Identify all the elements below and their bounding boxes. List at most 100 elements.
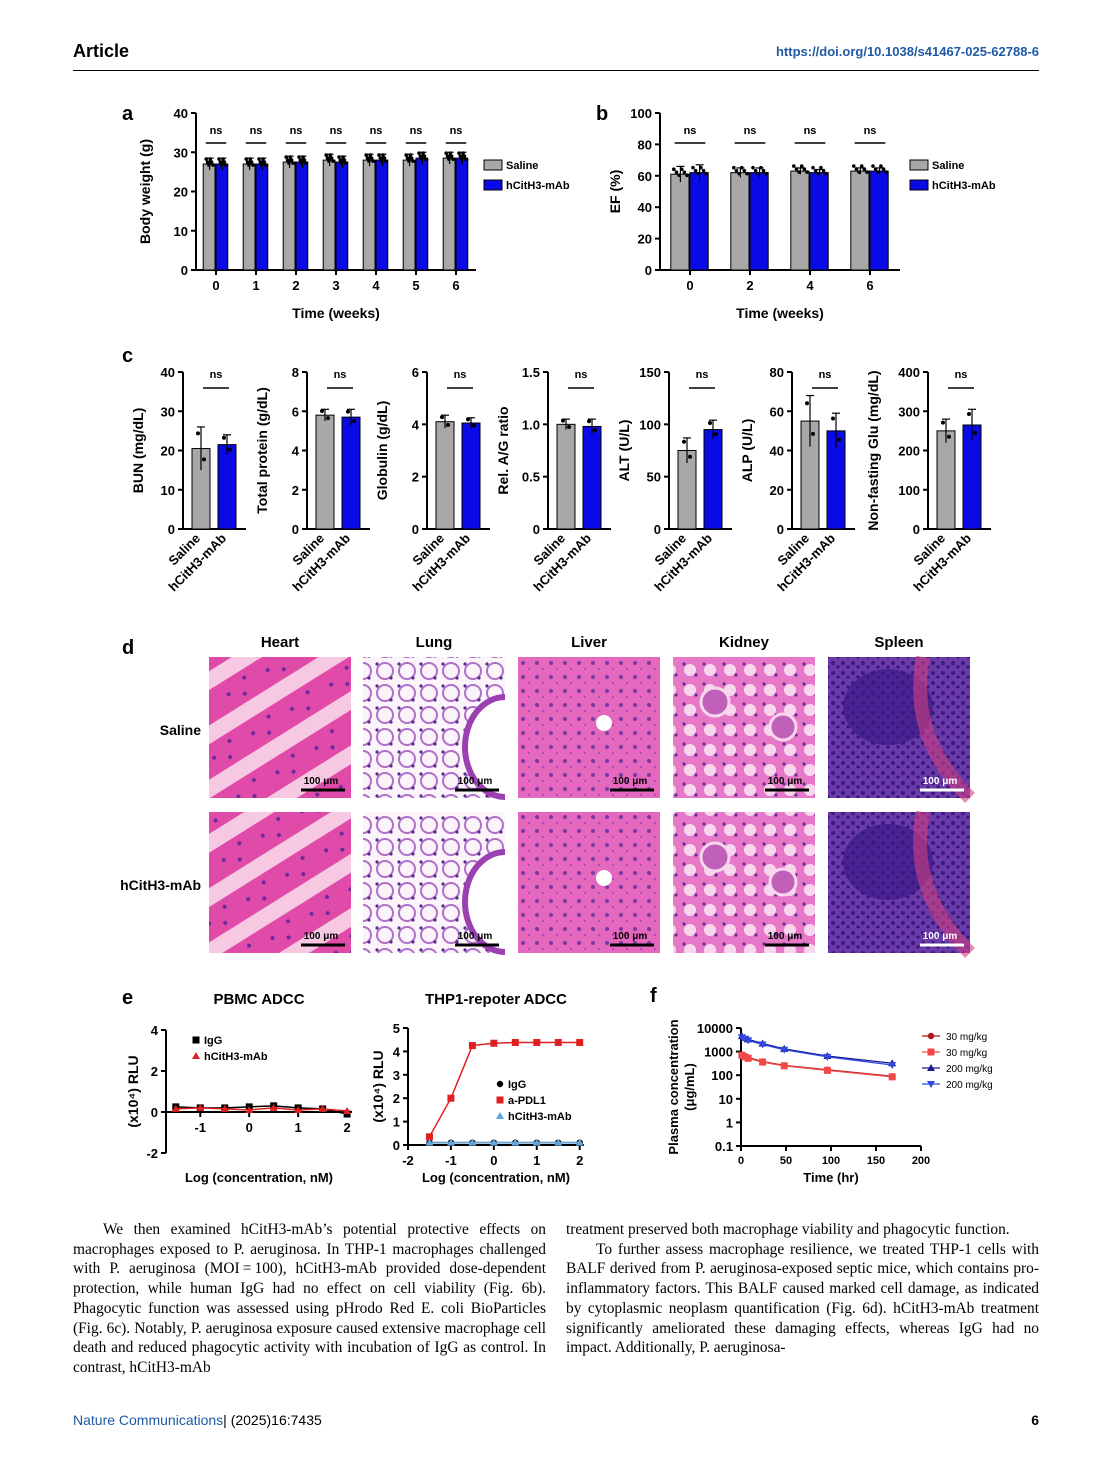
data-point bbox=[369, 156, 374, 160]
legend-label: 30 mg/kg bbox=[946, 1032, 987, 1043]
data-point bbox=[262, 160, 267, 164]
sig-label: ns bbox=[696, 369, 709, 381]
data-point bbox=[888, 1062, 897, 1070]
x-tick-label: 1 bbox=[533, 1153, 540, 1168]
bar bbox=[703, 429, 723, 530]
data-point bbox=[418, 154, 423, 158]
legend-label: 200 mg/kg bbox=[946, 1064, 993, 1075]
data-point bbox=[744, 1037, 753, 1045]
bar bbox=[850, 170, 870, 271]
data-point bbox=[324, 153, 329, 157]
series-line bbox=[428, 1041, 580, 1138]
data-point bbox=[799, 164, 804, 168]
histology-column-label: Lung bbox=[416, 634, 453, 651]
data-point bbox=[973, 430, 977, 435]
y-tick-label: 200 bbox=[898, 444, 920, 459]
data-point bbox=[411, 159, 415, 163]
data-point bbox=[248, 157, 253, 161]
data-point bbox=[859, 164, 864, 168]
bar bbox=[730, 172, 750, 271]
data-point bbox=[802, 167, 807, 171]
scale-bar-label: 100 μm bbox=[768, 776, 803, 787]
bar bbox=[341, 416, 361, 530]
data-point bbox=[208, 157, 213, 161]
sig-label: ns bbox=[250, 125, 263, 137]
sig-label: ns bbox=[330, 125, 343, 137]
data-point bbox=[342, 158, 347, 162]
x-tick-label: -2 bbox=[402, 1153, 414, 1168]
y-tick-label: 10 bbox=[161, 483, 175, 498]
bar bbox=[217, 444, 237, 530]
data-point bbox=[337, 155, 341, 159]
data-point bbox=[446, 422, 450, 427]
data-point bbox=[865, 170, 869, 174]
data-point bbox=[228, 447, 232, 452]
data-point bbox=[679, 167, 684, 172]
x-tick-label: 5 bbox=[412, 278, 419, 293]
data-point bbox=[792, 164, 796, 168]
legend-swatch bbox=[483, 179, 503, 191]
y-axis-label: (x10⁴) RLU bbox=[370, 1050, 386, 1122]
data-point bbox=[211, 163, 215, 167]
section-label: Article bbox=[73, 41, 130, 61]
data-point bbox=[221, 157, 225, 161]
data-point bbox=[511, 1138, 520, 1146]
data-point bbox=[365, 156, 370, 160]
y-tick-label: 100 bbox=[711, 1068, 733, 1083]
data-point bbox=[533, 1039, 541, 1047]
data-point bbox=[284, 155, 289, 159]
data-point bbox=[440, 415, 444, 420]
data-point bbox=[204, 157, 208, 161]
histology-row-label: hCitH3-mAb bbox=[120, 877, 201, 893]
y-tick-label: 6 bbox=[292, 404, 299, 419]
histology-image bbox=[518, 657, 660, 798]
page-header: Article https://doi.org/10.1038/s41467-0… bbox=[73, 40, 1039, 71]
histology-column-label: Liver bbox=[571, 634, 607, 651]
data-point bbox=[881, 167, 886, 171]
bar bbox=[749, 172, 769, 271]
data-point bbox=[291, 161, 295, 165]
scale-bar-label: 100 μm bbox=[613, 776, 648, 787]
data-point bbox=[879, 164, 883, 168]
bar bbox=[295, 161, 309, 271]
histology-feature bbox=[462, 849, 506, 955]
paragraph: To further assess macrophage resilience,… bbox=[566, 1240, 1039, 1357]
data-point bbox=[298, 158, 303, 162]
histology-column-label: Kidney bbox=[719, 634, 770, 651]
bar bbox=[435, 421, 455, 530]
data-point bbox=[576, 1039, 584, 1047]
histology-feature bbox=[843, 824, 933, 900]
y-tick-label: 10 bbox=[719, 1092, 733, 1107]
histology-feature bbox=[699, 686, 731, 718]
doi-link[interactable]: https://doi.org/10.1038/s41467-025-62788… bbox=[775, 44, 1039, 59]
data-point bbox=[587, 419, 591, 424]
data-point bbox=[259, 163, 264, 167]
data-point bbox=[294, 1105, 303, 1113]
scale-bar-label: 100 μm bbox=[458, 931, 493, 942]
y-tick-label: 100 bbox=[630, 106, 652, 121]
histology-image bbox=[518, 812, 660, 953]
bar bbox=[315, 414, 335, 530]
data-point bbox=[209, 160, 214, 164]
bar bbox=[556, 423, 576, 530]
sig-label: ns bbox=[864, 125, 877, 137]
x-tick-label: 6 bbox=[866, 278, 873, 293]
data-point bbox=[249, 160, 254, 164]
data-point bbox=[780, 1046, 789, 1054]
data-point bbox=[202, 457, 206, 462]
data-point bbox=[732, 165, 736, 170]
journal-name[interactable]: Nature Communications bbox=[73, 1412, 224, 1428]
data-point bbox=[685, 173, 689, 178]
y-tick-label: 40 bbox=[638, 200, 652, 215]
y-tick-label: 80 bbox=[638, 137, 652, 152]
x-axis-label: Log (concentration, nM) bbox=[422, 1170, 570, 1185]
legend-swatch bbox=[909, 179, 929, 191]
y-tick-label: 4 bbox=[393, 1044, 401, 1059]
y-tick-label: 0 bbox=[292, 522, 299, 537]
x-tick-label: 150 bbox=[867, 1155, 885, 1167]
data-point bbox=[737, 171, 741, 176]
bar bbox=[282, 161, 296, 271]
scale-bar-label: 100 μm bbox=[613, 931, 648, 942]
y-tick-label: 0 bbox=[533, 522, 540, 537]
